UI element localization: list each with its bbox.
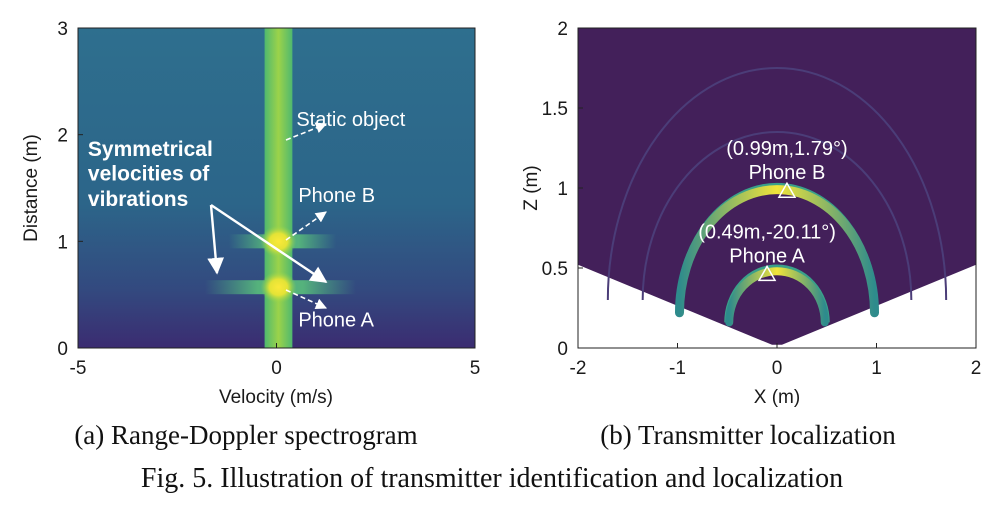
y-tick-label: 1 [557,179,568,200]
y-tick-label: 0.5 [542,259,568,280]
peak-1 [260,271,297,304]
x-tick-label: -1 [669,358,686,379]
y-tick-label: 0 [557,339,568,360]
point-coords-0: (0.99m,1.79°) [726,138,847,160]
peak-0 [260,225,297,258]
y-tick-label: 2 [557,19,568,40]
x-tick-label: 5 [470,358,481,379]
x-tick-label: 2 [971,358,982,379]
triangle-marker-0 [777,181,797,198]
dashed-arrow-1 [285,211,327,241]
x-tick-label: -5 [70,358,87,379]
y-axis-label-b: Z (m) [521,165,542,210]
faint-arc-inner [641,131,913,301]
localization-field [578,28,976,345]
solid-arrow-1 [207,204,225,275]
faint-arc-outer [606,67,948,301]
annotation-bold-line: vibrations [88,188,188,211]
annotation-label: Static object [296,109,405,131]
y-tick-label: 3 [57,19,68,40]
y-tick-label: 0 [57,339,68,360]
y-axis-label-a: Distance (m) [21,134,42,242]
located-points: Phone B(0.99m,1.79°) Phone A(0.49m,-20.11… [698,138,848,282]
y-ticks-a: 0 1 2 3 [57,19,83,360]
arc-phone-b [674,185,880,318]
solid-arrow-0 [210,204,328,283]
y-tick-label: 1.5 [542,99,568,120]
dashed-arrow-2 [285,289,328,309]
x-axis-label-b: X (m) [754,387,800,408]
x-tick-label: -2 [570,358,587,379]
peak-group [260,225,297,304]
triangle-marker-1 [757,264,777,282]
spectrogram-field [78,28,475,348]
dashed-arrow-0 [285,122,328,141]
x-axis-label-a: Velocity (m/s) [219,387,333,408]
y-tick-label: 2 [57,126,68,147]
caption-b: (b) Transmitter localization [600,420,896,450]
annotations-a: Static object Phone B Phone A Symmetricalve… [88,109,406,332]
figure-caption: Fig. 5. Illustration of transmitter iden… [141,463,843,494]
arc-phone-a [725,267,829,327]
point-label-0: Phone B [749,162,826,184]
panel-b: -2 -1 0 1 2 00.511.52 X (m) Z (m) Phone B(0.… [521,19,981,450]
point-label-1: Phone A [729,245,805,267]
annotation-label: Phone B [298,185,375,207]
caption-a: (a) Range-Doppler spectrogram [74,420,417,450]
x-ticks-b: -2 -1 0 1 2 [570,343,982,379]
x-tick-label: 0 [271,358,282,379]
annotation-label: Phone A [298,310,374,332]
x-tick-label: 1 [871,358,882,379]
y-tick-label: 1 [57,232,68,253]
annotation-bold-line: Symmetrical [88,138,213,161]
annotation-bold-line: velocities of [88,163,210,186]
x-tick-label: 0 [772,358,783,379]
y-ticks-b: 0 0.5 1 1.5 2 [542,19,583,360]
x-ticks-a: -5 0 5 [70,343,481,379]
point-coords-1: (0.49m,-20.11°) [698,221,836,243]
arrows-a [207,122,328,309]
